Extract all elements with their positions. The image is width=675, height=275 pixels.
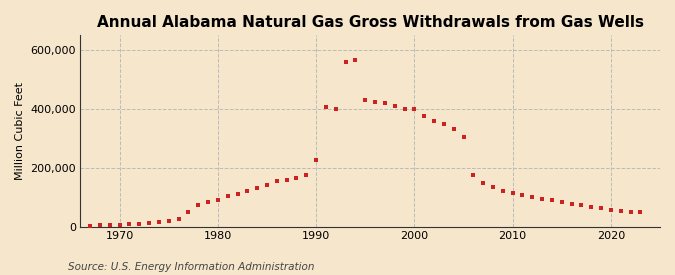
- Point: [586, 205, 597, 209]
- Point: [527, 194, 538, 199]
- Point: [291, 176, 302, 180]
- Point: [478, 181, 489, 185]
- Point: [222, 194, 233, 198]
- Point: [448, 127, 459, 132]
- Point: [271, 179, 282, 183]
- Point: [350, 58, 361, 62]
- Point: [213, 198, 223, 202]
- Point: [95, 223, 105, 228]
- Point: [616, 208, 626, 213]
- Point: [418, 114, 429, 119]
- Point: [242, 189, 252, 194]
- Point: [458, 135, 469, 139]
- Point: [232, 192, 243, 196]
- Point: [605, 207, 616, 212]
- Point: [429, 119, 439, 123]
- Point: [144, 221, 155, 226]
- Point: [173, 217, 184, 221]
- Point: [576, 203, 587, 208]
- Point: [202, 199, 213, 204]
- Point: [399, 107, 410, 111]
- Point: [379, 101, 390, 105]
- Point: [124, 222, 135, 226]
- Point: [114, 223, 125, 227]
- Point: [370, 99, 381, 104]
- Point: [153, 220, 164, 225]
- Point: [468, 173, 479, 177]
- Point: [163, 219, 174, 224]
- Point: [487, 185, 498, 190]
- Point: [389, 104, 400, 108]
- Point: [340, 60, 351, 64]
- Point: [85, 224, 96, 228]
- Point: [252, 186, 263, 191]
- Point: [595, 206, 606, 211]
- Point: [635, 210, 646, 215]
- Point: [321, 105, 331, 110]
- Point: [547, 198, 558, 202]
- Point: [183, 210, 194, 214]
- Point: [625, 209, 636, 214]
- Point: [507, 191, 518, 195]
- Point: [360, 98, 371, 102]
- Point: [497, 189, 508, 194]
- Point: [566, 202, 577, 206]
- Point: [556, 200, 567, 204]
- Point: [517, 192, 528, 197]
- Point: [105, 223, 115, 227]
- Point: [262, 183, 273, 188]
- Point: [281, 177, 292, 182]
- Point: [310, 158, 321, 163]
- Point: [409, 107, 420, 111]
- Point: [301, 173, 312, 177]
- Title: Annual Alabama Natural Gas Gross Withdrawals from Gas Wells: Annual Alabama Natural Gas Gross Withdra…: [97, 15, 644, 30]
- Point: [330, 107, 341, 111]
- Point: [439, 121, 450, 126]
- Text: Source: U.S. Energy Information Administration: Source: U.S. Energy Information Administ…: [68, 262, 314, 272]
- Point: [134, 222, 144, 226]
- Point: [193, 203, 204, 208]
- Y-axis label: Million Cubic Feet: Million Cubic Feet: [15, 82, 25, 180]
- Point: [537, 196, 547, 201]
